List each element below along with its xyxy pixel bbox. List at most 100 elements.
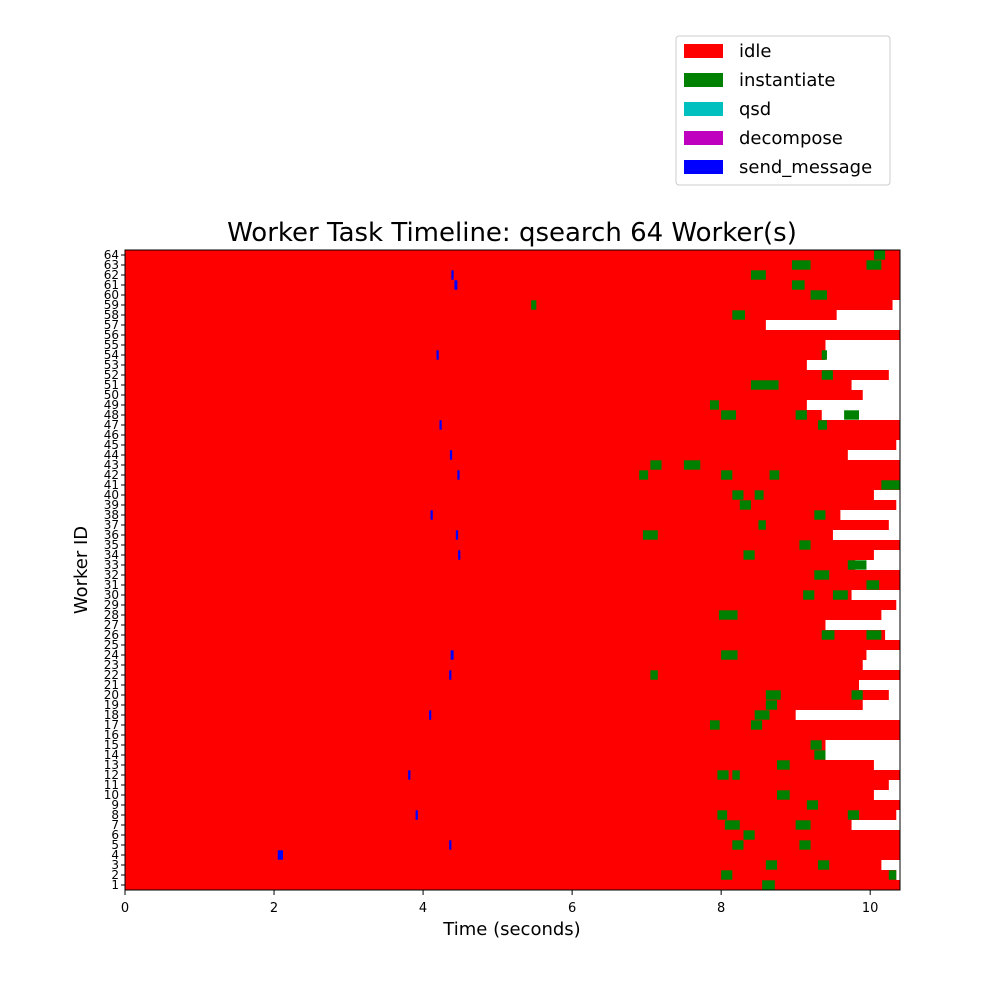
idle-bar-worker-11 <box>125 780 889 790</box>
idle-bar-worker-4 <box>125 850 900 860</box>
instantiate-segment-1 <box>762 880 775 890</box>
instantiate-segment-14 <box>777 790 790 800</box>
instantiate-segment-46 <box>721 470 733 480</box>
instantiate-segment-18 <box>814 750 826 760</box>
instantiate-segment-9 <box>724 820 740 830</box>
instantiate-segment-60 <box>810 290 827 300</box>
instantiate-segment-64 <box>866 260 882 270</box>
idle-bar-worker-7 <box>125 820 852 830</box>
idle-bar-worker-28 <box>125 610 882 620</box>
idle-bar-worker-56 <box>125 330 900 340</box>
legend: idle instantiate qsd decompose send_message <box>675 35 891 186</box>
instantiate-segment-52 <box>795 410 807 420</box>
y-tick-label-54: 54 <box>104 348 119 362</box>
instantiate-segment-31 <box>803 590 815 600</box>
y-tick-label-48: 48 <box>104 408 119 422</box>
instantiate-segment-61 <box>791 280 805 290</box>
y-tick-label-53: 53 <box>104 358 119 372</box>
y-tick-label-20: 20 <box>104 688 119 702</box>
y-tick-label-23: 23 <box>104 658 119 672</box>
y-tick-label-57: 57 <box>104 318 119 332</box>
idle-bar-worker-9 <box>125 800 900 810</box>
idle-bar-worker-29 <box>125 600 897 610</box>
instantiate-segment-51 <box>721 410 737 420</box>
y-tick-label-58: 58 <box>104 308 119 322</box>
y-tick-label-19: 19 <box>104 698 119 712</box>
instantiate-segment-54 <box>709 400 719 410</box>
instantiate-segment-59 <box>531 300 537 310</box>
idle-bar-worker-42 <box>125 470 900 480</box>
idle-bar-worker-60 <box>125 290 900 300</box>
instantiate-segment-38 <box>642 530 658 540</box>
y-tick-label-26: 26 <box>104 628 119 642</box>
legend-swatch-idle <box>684 44 723 58</box>
y-tick-label-56: 56 <box>104 328 119 342</box>
y-tick-label-44: 44 <box>104 448 119 462</box>
y-tick-label-35: 35 <box>104 538 119 552</box>
instantiate-segment-10 <box>795 820 811 830</box>
send-message-segment-11 <box>457 470 460 480</box>
instantiate-segment-13 <box>806 800 819 810</box>
send-message-segment-12 <box>449 450 453 460</box>
y-tick-label-34: 34 <box>104 548 119 562</box>
instantiate-segment-6 <box>732 840 744 850</box>
idle-bar-worker-30 <box>125 590 852 600</box>
instantiate-segment-19 <box>810 740 822 750</box>
instantiate-segment-30 <box>718 610 738 620</box>
instantiate-segment-62 <box>750 270 766 280</box>
y-tick-label-9: 9 <box>111 798 119 812</box>
y-tick-label-1: 1 <box>111 878 119 892</box>
idle-bar-worker-38 <box>125 510 841 520</box>
idle-bar-worker-34 <box>125 550 874 560</box>
send-message-segment-5 <box>429 710 432 720</box>
idle-bar-worker-52 <box>125 370 889 380</box>
idle-bar-worker-32 <box>125 570 900 580</box>
idle-bar-worker-23 <box>125 660 863 670</box>
idle-bar-worker-21 <box>125 680 860 690</box>
idle-bar-worker-51 <box>125 380 852 390</box>
x-tick-label-8: 8 <box>717 901 725 916</box>
y-tick-label-37: 37 <box>104 518 119 532</box>
idle-bar-worker-43 <box>125 460 900 470</box>
x-tick-label-6: 6 <box>568 901 576 916</box>
idle-bar-worker-18 <box>125 710 796 720</box>
y-tick-label-7: 7 <box>111 818 119 832</box>
idle-bar-worker-54 <box>125 350 826 360</box>
send-message-segment-14 <box>436 350 439 360</box>
send-message-segment-9 <box>455 530 459 540</box>
y-tick-label-4: 4 <box>111 848 119 862</box>
x-tick-label-4: 4 <box>419 901 427 916</box>
instantiate-segment-26 <box>650 670 658 680</box>
y-tick-label-50: 50 <box>104 388 119 402</box>
instantiate-segment-29 <box>866 630 882 640</box>
idle-bar-worker-50 <box>125 390 863 400</box>
legend-label-idle: idle <box>739 41 772 62</box>
y-tick-label-11: 11 <box>104 778 119 792</box>
instantiate-segment-34 <box>814 570 830 580</box>
y-tick-label-36: 36 <box>104 528 119 542</box>
y-tick-label-6: 6 <box>111 828 119 842</box>
y-tick-label-30: 30 <box>104 588 119 602</box>
idle-bar-worker-6 <box>125 830 900 840</box>
instantiate-segment-39 <box>758 520 766 530</box>
y-tick-label-28: 28 <box>104 608 119 622</box>
legend-swatch-decompose <box>684 131 723 145</box>
y-tick-label-42: 42 <box>104 468 119 482</box>
instantiate-segment-45 <box>639 470 649 480</box>
idle-bar-worker-55 <box>125 340 826 350</box>
plot-frame <box>124 249 901 891</box>
idle-bar-worker-41 <box>125 480 900 490</box>
idle-bar-worker-2 <box>125 870 897 880</box>
send-message-segment-7 <box>450 650 454 660</box>
idle-bar-worker-37 <box>125 520 889 530</box>
instantiate-segment-20 <box>709 720 720 730</box>
y-tick-label-52: 52 <box>104 368 119 382</box>
y-tick-label-49: 49 <box>104 398 119 412</box>
idle-bar-worker-61 <box>125 280 900 290</box>
idle-bar-worker-25 <box>125 640 900 650</box>
instantiate-segment-55 <box>750 380 779 390</box>
send-message-segment-10 <box>430 510 433 520</box>
instantiate-segment-57 <box>821 350 827 360</box>
y-tick-label-61: 61 <box>104 278 119 292</box>
